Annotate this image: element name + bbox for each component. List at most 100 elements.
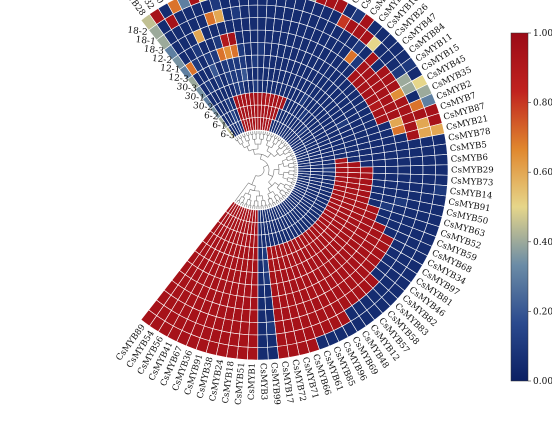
heatmap-cell	[384, 173, 399, 182]
dendrogram-branch	[275, 147, 280, 152]
dendrogram-branch	[286, 191, 289, 195]
dendrogram-branch	[278, 173, 284, 176]
dendrogram-branch	[288, 162, 294, 165]
colorbar-tick-label: 0.40	[533, 238, 552, 248]
heatmap-cell	[254, 104, 259, 118]
colorbar-tick-label: 0.80	[533, 99, 552, 109]
sample-labels: 6-36-16-230-230-130-312-312-112-218-318-…	[127, 26, 236, 142]
heatmap-cell	[265, 308, 275, 323]
heatmap-cell	[177, 0, 192, 10]
dendrogram-branch	[246, 146, 250, 152]
dendrogram-branch	[287, 190, 291, 193]
heatmap-cell	[257, 17, 267, 31]
dendrogram-branch	[244, 136, 247, 142]
heatmap-cell	[265, 4, 277, 19]
heatmap-cell	[263, 283, 273, 298]
heatmap-cell	[209, 0, 223, 12]
dendrogram-branch	[266, 132, 268, 136]
dendrogram-branch	[241, 143, 245, 149]
gene-dendrogram	[234, 20, 353, 209]
heatmap-cell	[257, 234, 263, 248]
heatmap-cell	[257, 259, 264, 273]
heatmap-cell	[257, 42, 266, 56]
heatmap-cell	[383, 150, 398, 160]
dendrogram-branch	[273, 196, 278, 201]
heatmap-cell	[257, 222, 262, 236]
dendrogram-branch	[290, 153, 294, 155]
heatmap-cell	[408, 146, 423, 158]
dendrogram-branch	[272, 142, 276, 145]
heatmap-cell	[322, 163, 336, 169]
dendrogram-branch	[286, 180, 292, 183]
dendrogram-branch	[268, 204, 270, 208]
heatmap-cell	[243, 42, 252, 57]
heatmap-cell	[397, 165, 411, 175]
heatmap-cell	[246, 346, 259, 361]
dendrogram-branch	[272, 138, 276, 143]
dendrogram-branch	[282, 177, 288, 180]
heatmap-cell	[397, 157, 411, 167]
dendrogram-branch	[260, 158, 270, 175]
dendrogram-branch	[270, 133, 272, 137]
heatmap-cell	[257, 284, 266, 298]
heatmap-cell	[265, 321, 277, 336]
dendrogram-branch	[278, 142, 282, 147]
dendrogram-branch	[266, 204, 268, 208]
dendrogram-branch	[267, 191, 273, 195]
dendrogram-branch	[277, 199, 280, 203]
sample-label: 6-1	[212, 120, 228, 132]
dendrogram-branch	[264, 205, 266, 209]
heatmap-cell	[284, 0, 297, 10]
heatmap-cell	[250, 284, 259, 298]
dendrogram-branch	[248, 204, 250, 208]
dendrogram-branch	[279, 192, 284, 197]
dendrogram-branch	[245, 199, 249, 205]
heatmap-cell	[219, 0, 231, 10]
dendrogram-branch	[278, 146, 282, 150]
sample-label: 30-3	[176, 82, 198, 94]
dendrogram-branch	[272, 191, 276, 196]
heatmap-cell	[276, 344, 290, 360]
dendrogram-branch	[240, 142, 244, 145]
heatmap-cell	[257, 0, 268, 6]
sample-label: 18-3	[143, 44, 165, 56]
dendrogram-branch	[268, 181, 273, 187]
heatmap-cell	[249, 296, 259, 311]
dendrogram-branch	[238, 200, 241, 204]
dendrogram-branch	[287, 177, 293, 180]
dendrogram-branch	[291, 183, 295, 185]
colorbar: 0.00 0.20 0.40 0.60 0.80 1.00	[510, 29, 552, 387]
dendrogram-branch	[274, 182, 280, 186]
dendrogram-branch	[268, 203, 271, 205]
heatmap-cell	[385, 165, 399, 175]
dendrogram-branch	[291, 181, 295, 183]
dendrogram-branch	[275, 199, 278, 202]
dendrogram-branch	[260, 139, 262, 145]
dendrogram-branch	[267, 188, 271, 194]
dendrogram-branch	[280, 197, 284, 201]
dendrogram-branch	[275, 136, 278, 139]
heatmap-cell	[275, 332, 288, 347]
dendrogram-branch	[253, 200, 255, 206]
heatmap-cell	[335, 167, 349, 173]
gene-label: CsMYB1	[247, 363, 258, 401]
heatmap-cell	[371, 152, 386, 161]
dendrogram-branch	[251, 134, 254, 140]
dendrogram-branch	[280, 139, 284, 143]
gene-label: CsMYB3	[258, 363, 269, 401]
dendrogram-branch	[293, 161, 297, 163]
sample-label: 18-1	[135, 35, 156, 47]
dendrogram-branch	[278, 163, 284, 166]
heatmap-cell	[263, 271, 271, 286]
dendrogram-branch	[261, 200, 263, 206]
dendrogram-branch	[242, 202, 244, 206]
dendrogram-branch	[267, 199, 270, 205]
dendrogram-branch	[261, 195, 264, 201]
dendrogram-branch	[289, 185, 291, 188]
heatmap-cell	[421, 145, 436, 157]
dendrogram-branch	[271, 143, 275, 148]
dendrogram-branch	[286, 145, 289, 149]
heatmap-cell	[257, 209, 262, 223]
heatmap-cell	[229, 0, 240, 8]
dendrogram-branch	[263, 164, 268, 168]
